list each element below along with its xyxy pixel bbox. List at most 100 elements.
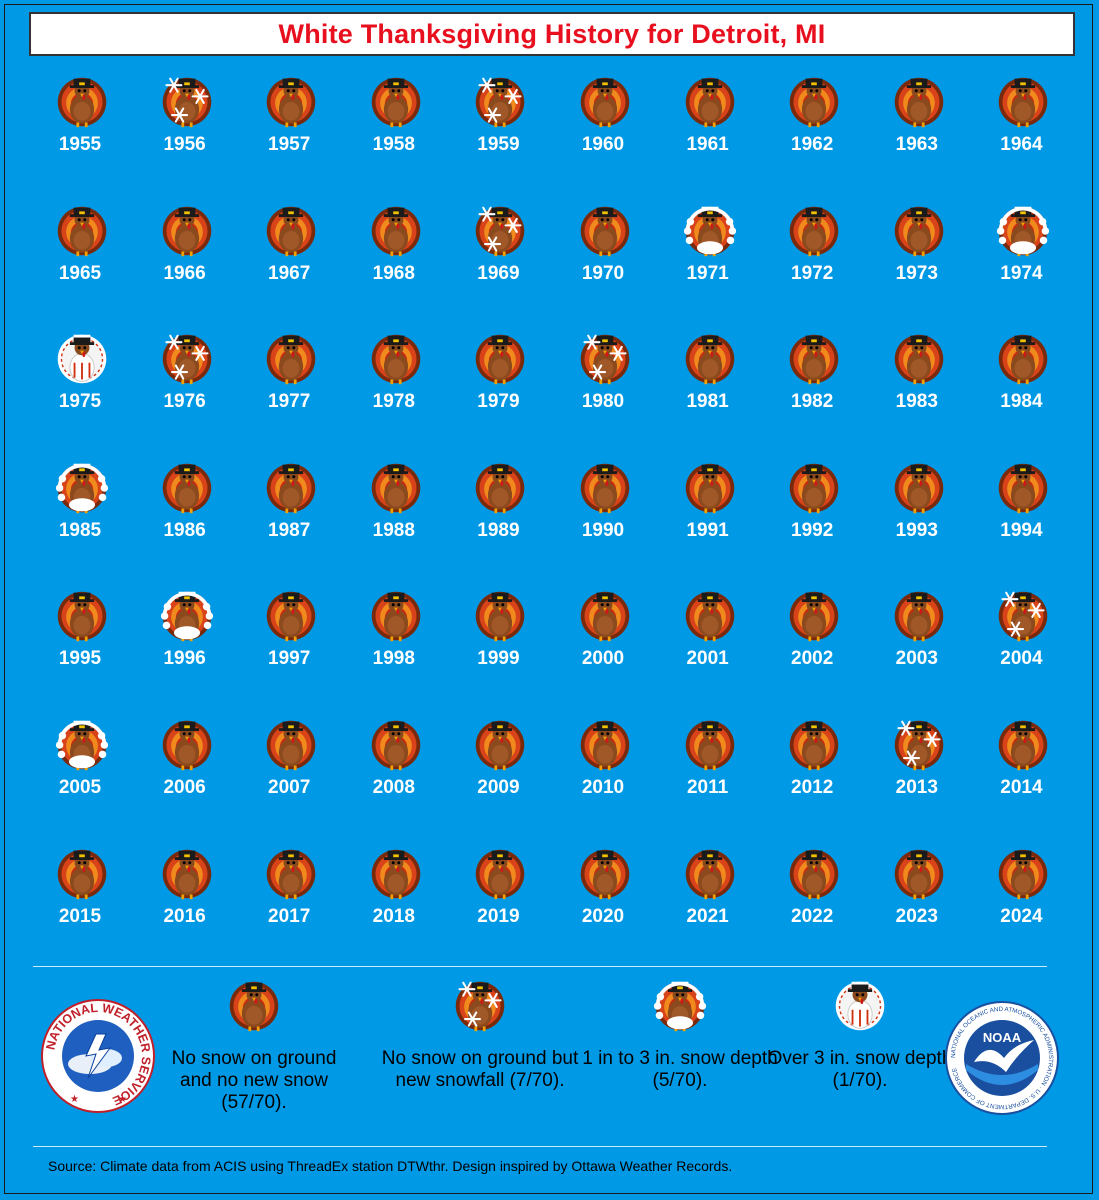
year-label: 2012 bbox=[791, 777, 834, 798]
turkey-icon bbox=[999, 849, 1048, 899]
turkey-icon bbox=[266, 592, 316, 642]
turkey-icon bbox=[162, 849, 211, 899]
year-cell: 2015 bbox=[30, 846, 130, 956]
turkey-snow-depth-icon bbox=[54, 717, 110, 773]
year-label: 1961 bbox=[686, 134, 729, 155]
legend-label-snowfall: No snow on ground but new snowfall (7/70… bbox=[381, 1048, 579, 1091]
year-label: 1985 bbox=[58, 519, 102, 541]
year-label: 1960 bbox=[581, 134, 625, 155]
turkey-icon bbox=[162, 206, 211, 256]
year-label: 2011 bbox=[686, 777, 729, 798]
turkey-icon bbox=[476, 720, 525, 771]
year-cell: 1971 bbox=[658, 203, 758, 313]
year-cell: 1978 bbox=[344, 331, 444, 441]
year-label: 2023 bbox=[895, 905, 938, 927]
turkey-icon bbox=[999, 720, 1048, 771]
turkey-icon bbox=[685, 592, 734, 642]
year-label: 2003 bbox=[895, 648, 938, 670]
turkey-icon bbox=[685, 463, 734, 513]
turkey-icon bbox=[371, 463, 421, 513]
turkey-icon bbox=[57, 206, 107, 256]
legend-label-depth-over-3: Over 3 in. snow depth (1/70). bbox=[767, 1048, 953, 1091]
year-label: 1991 bbox=[686, 519, 729, 541]
year-label: 2024 bbox=[1000, 905, 1043, 927]
year-label: 2016 bbox=[163, 905, 206, 927]
turkey-icon bbox=[894, 849, 944, 899]
year-label: 1959 bbox=[477, 134, 520, 155]
turkey-snow-depth-icon bbox=[652, 978, 708, 1034]
year-label: 1989 bbox=[477, 519, 520, 541]
year-cell: 1974 bbox=[971, 203, 1071, 313]
turkey-snowfall-icon bbox=[162, 77, 211, 128]
turkey-snowfall-icon bbox=[476, 206, 525, 256]
year-label: 1984 bbox=[1000, 391, 1043, 413]
turkey-icon bbox=[789, 77, 839, 128]
year-label: 1968 bbox=[372, 262, 415, 284]
year-cell: 1967 bbox=[239, 203, 339, 313]
year-cell: 1958 bbox=[344, 74, 444, 184]
page-frame bbox=[4, 4, 1093, 1194]
turkey-icon bbox=[371, 849, 421, 899]
year-label: 1957 bbox=[268, 134, 311, 155]
turkey-icon bbox=[580, 849, 630, 899]
legend-label-depth-1-3: 1 in to 3 in. snow depth (5/70). bbox=[582, 1048, 778, 1091]
svg-text:★: ★ bbox=[70, 1094, 79, 1105]
turkey-snowfall-icon bbox=[162, 334, 211, 385]
year-label: 2018 bbox=[372, 905, 415, 927]
legend-label-none: No snow on ground and no new snow (57/70… bbox=[171, 1048, 337, 1113]
year-label: 1956 bbox=[163, 134, 206, 155]
year-cell: 2020 bbox=[553, 846, 653, 956]
year-label: 2004 bbox=[1000, 648, 1043, 670]
turkey-snowfall-icon bbox=[894, 720, 944, 771]
year-cell: 1960 bbox=[553, 74, 653, 184]
turkey-icon bbox=[685, 849, 734, 899]
turkey-icon bbox=[371, 592, 421, 642]
year-label: 1967 bbox=[268, 262, 311, 284]
year-label: 2010 bbox=[581, 777, 625, 798]
year-cell: 1990 bbox=[553, 460, 653, 570]
year-cell: 1972 bbox=[762, 203, 862, 313]
year-cell: 1962 bbox=[762, 74, 862, 184]
turkey-icon bbox=[476, 592, 525, 642]
year-cell: 2001 bbox=[658, 588, 758, 698]
year-cell: 1992 bbox=[762, 460, 862, 570]
year-label: 2017 bbox=[268, 905, 311, 927]
year-grid: 1955 1956 1957 1958 1959 1960 1961 1962 1963 1964… bbox=[0, 74, 1099, 927]
turkey-snow-depth-icon bbox=[159, 588, 215, 644]
turkey-icon bbox=[999, 334, 1048, 385]
turkey-icon bbox=[266, 334, 316, 385]
turkey-icon bbox=[580, 77, 630, 128]
year-label: 2001 bbox=[686, 648, 729, 670]
turkey-icon bbox=[685, 334, 734, 385]
year-cell: 2004 bbox=[971, 588, 1071, 698]
turkey-icon bbox=[685, 77, 734, 128]
year-cell: 1956 bbox=[135, 74, 235, 184]
year-label: 1973 bbox=[895, 262, 938, 284]
turkey-snow-depth-icon bbox=[54, 460, 110, 516]
year-label: 1974 bbox=[1000, 262, 1043, 284]
turkey-icon bbox=[789, 206, 839, 256]
turkey-icon bbox=[789, 592, 839, 642]
turkey-icon bbox=[580, 206, 630, 256]
year-label: 1969 bbox=[477, 262, 520, 284]
turkey-icon bbox=[789, 463, 839, 513]
year-cell: 2024 bbox=[971, 846, 1071, 956]
year-label: 1988 bbox=[372, 519, 415, 541]
year-label: 1963 bbox=[895, 134, 938, 155]
year-label: 1993 bbox=[895, 519, 938, 541]
year-cell: 2017 bbox=[239, 846, 339, 956]
turkey-icon bbox=[894, 334, 944, 385]
year-cell: 1988 bbox=[344, 460, 444, 570]
year-cell: 1970 bbox=[553, 203, 653, 313]
year-label: 2002 bbox=[791, 648, 834, 670]
year-cell: 2014 bbox=[971, 717, 1071, 827]
year-label: 1996 bbox=[163, 648, 206, 670]
year-cell: 1969 bbox=[448, 203, 548, 313]
year-cell: 1973 bbox=[867, 203, 967, 313]
turkey-icon bbox=[894, 206, 944, 256]
turkey-icon bbox=[894, 592, 944, 642]
year-cell: 2005 bbox=[30, 717, 130, 827]
year-label: 1979 bbox=[477, 391, 520, 413]
divider-top bbox=[33, 966, 1047, 967]
year-label: 2008 bbox=[372, 777, 415, 798]
